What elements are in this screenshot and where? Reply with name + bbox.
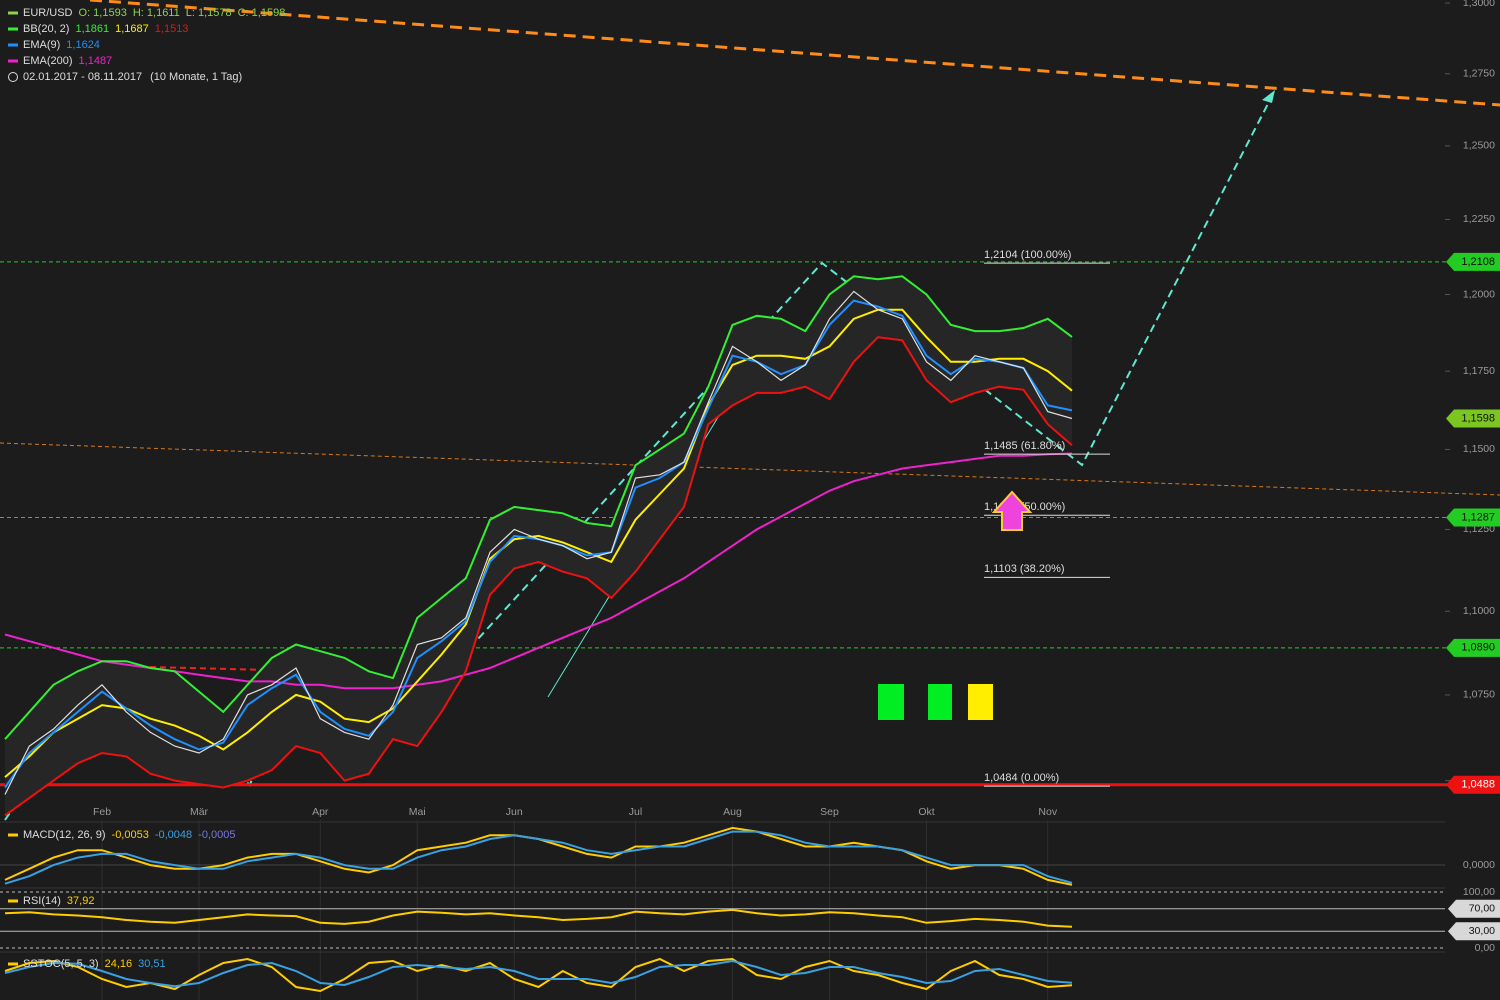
y-tick-label: 1,1500	[1463, 443, 1495, 455]
x-tick-label: Sep	[820, 806, 839, 818]
y-tick-label: 70,00	[1469, 903, 1495, 915]
arrow-head	[1262, 90, 1275, 103]
legend-name: RSI(14)	[23, 895, 61, 907]
legend-name: EMA(200)	[23, 55, 73, 67]
level-box	[1446, 638, 1500, 657]
legend-value: -0,0048	[155, 829, 192, 841]
legend-name: EUR/USD	[23, 7, 73, 19]
clock-icon	[8, 72, 18, 82]
series-line	[4, 908, 1073, 928]
legend-name: EMA(9)	[23, 39, 60, 51]
x-tick-label: Jul	[629, 806, 642, 818]
projection	[109, 665, 269, 671]
y-tick-label: 1,3000	[1463, 0, 1495, 9]
series-line	[4, 452, 1073, 690]
legend-value: 1,1624	[66, 39, 100, 51]
signal-arrow	[991, 490, 1033, 531]
x-tick-label: Nov	[1038, 806, 1057, 818]
legend-value: 1,1861	[75, 23, 109, 35]
legend-value: L: 1,1578	[186, 7, 232, 19]
y-tick-label: 1,2250	[1463, 213, 1495, 225]
signal-box	[928, 684, 952, 720]
legend-value: H: 1,1611	[133, 7, 180, 19]
level-label: 1,0890	[1461, 642, 1495, 654]
series-line	[4, 336, 1073, 817]
level-box	[1446, 409, 1500, 428]
period: 02.01.2017 - 08.11.2017	[23, 71, 142, 83]
level-label: 1,1287	[1461, 511, 1495, 523]
legend-value: 1,1487	[79, 55, 113, 67]
y-tick-label: 1,2750	[1463, 68, 1495, 80]
trend-line	[0, 442, 1500, 496]
series-line	[4, 290, 1073, 795]
y-tick-label: 0,0000	[1463, 859, 1495, 871]
level-label: 1,2108	[1461, 256, 1495, 268]
legend-name: SSTOC(5, 5, 3)	[23, 958, 99, 970]
series-line	[4, 308, 1073, 778]
legend-value: -0,0005	[198, 829, 235, 841]
fib-label: 1,2104 (100.00%)	[984, 249, 1071, 261]
level-box	[1446, 508, 1500, 527]
tick-box	[1448, 899, 1500, 918]
x-tick-label: Jun	[506, 806, 523, 818]
legend-value: 1,1687	[115, 23, 149, 35]
y-tick-label: 100,00	[1463, 886, 1495, 898]
y-tick-label: 1,0750	[1463, 689, 1495, 701]
legend-name: BB(20, 2)	[23, 23, 69, 35]
fib-label: 1,1103 (38.20%)	[984, 563, 1065, 575]
trend-line	[89, 0, 1500, 107]
legend-value: 1,1513	[155, 23, 189, 35]
y-tick-label: 30,00	[1469, 925, 1495, 937]
series-line	[4, 830, 1073, 885]
series-line	[4, 959, 1073, 988]
fib-label: 1,1485 (61.80%)	[984, 440, 1065, 452]
legend-value: -0,0053	[112, 829, 149, 841]
level-box	[1446, 775, 1500, 794]
level-label: 1,0488	[1461, 779, 1495, 791]
x-tick-label: Feb	[93, 806, 111, 818]
tick-box	[1448, 922, 1500, 941]
y-tick-label: 1,2000	[1463, 288, 1495, 300]
annotations	[0, 0, 1500, 953]
fib-label: 1,0484 (0.00%)	[984, 772, 1059, 784]
series-line	[4, 275, 1073, 740]
x-tick-label: Mai	[409, 806, 426, 818]
x-tick-label: Okt	[918, 806, 934, 818]
signal-box	[968, 684, 993, 720]
legend-value: 24,16	[105, 958, 133, 970]
level-label: 1,1598	[1461, 412, 1495, 424]
y-tick-label: 1,1000	[1463, 605, 1495, 617]
y-tick-label: 0,00	[1475, 942, 1496, 954]
x-tick-label: Mär	[190, 806, 209, 818]
y-tick-label: 1,1750	[1463, 365, 1495, 377]
x-tick-label: Aug	[723, 806, 742, 818]
legend-value: C: 1,1598	[238, 7, 286, 19]
signal-box	[878, 684, 904, 720]
x-tick-label: Apr	[312, 806, 329, 818]
legend-value: 30,51	[138, 958, 166, 970]
y-tick-label: 1,2500	[1463, 140, 1495, 152]
legend-value: O: 1,1593	[79, 7, 127, 19]
level-box	[1446, 252, 1500, 271]
legend-value: 37,92	[67, 895, 95, 907]
period-note: (10 Monate, 1 Tag)	[150, 71, 242, 83]
legend-name: MACD(12, 26, 9)	[23, 829, 106, 841]
